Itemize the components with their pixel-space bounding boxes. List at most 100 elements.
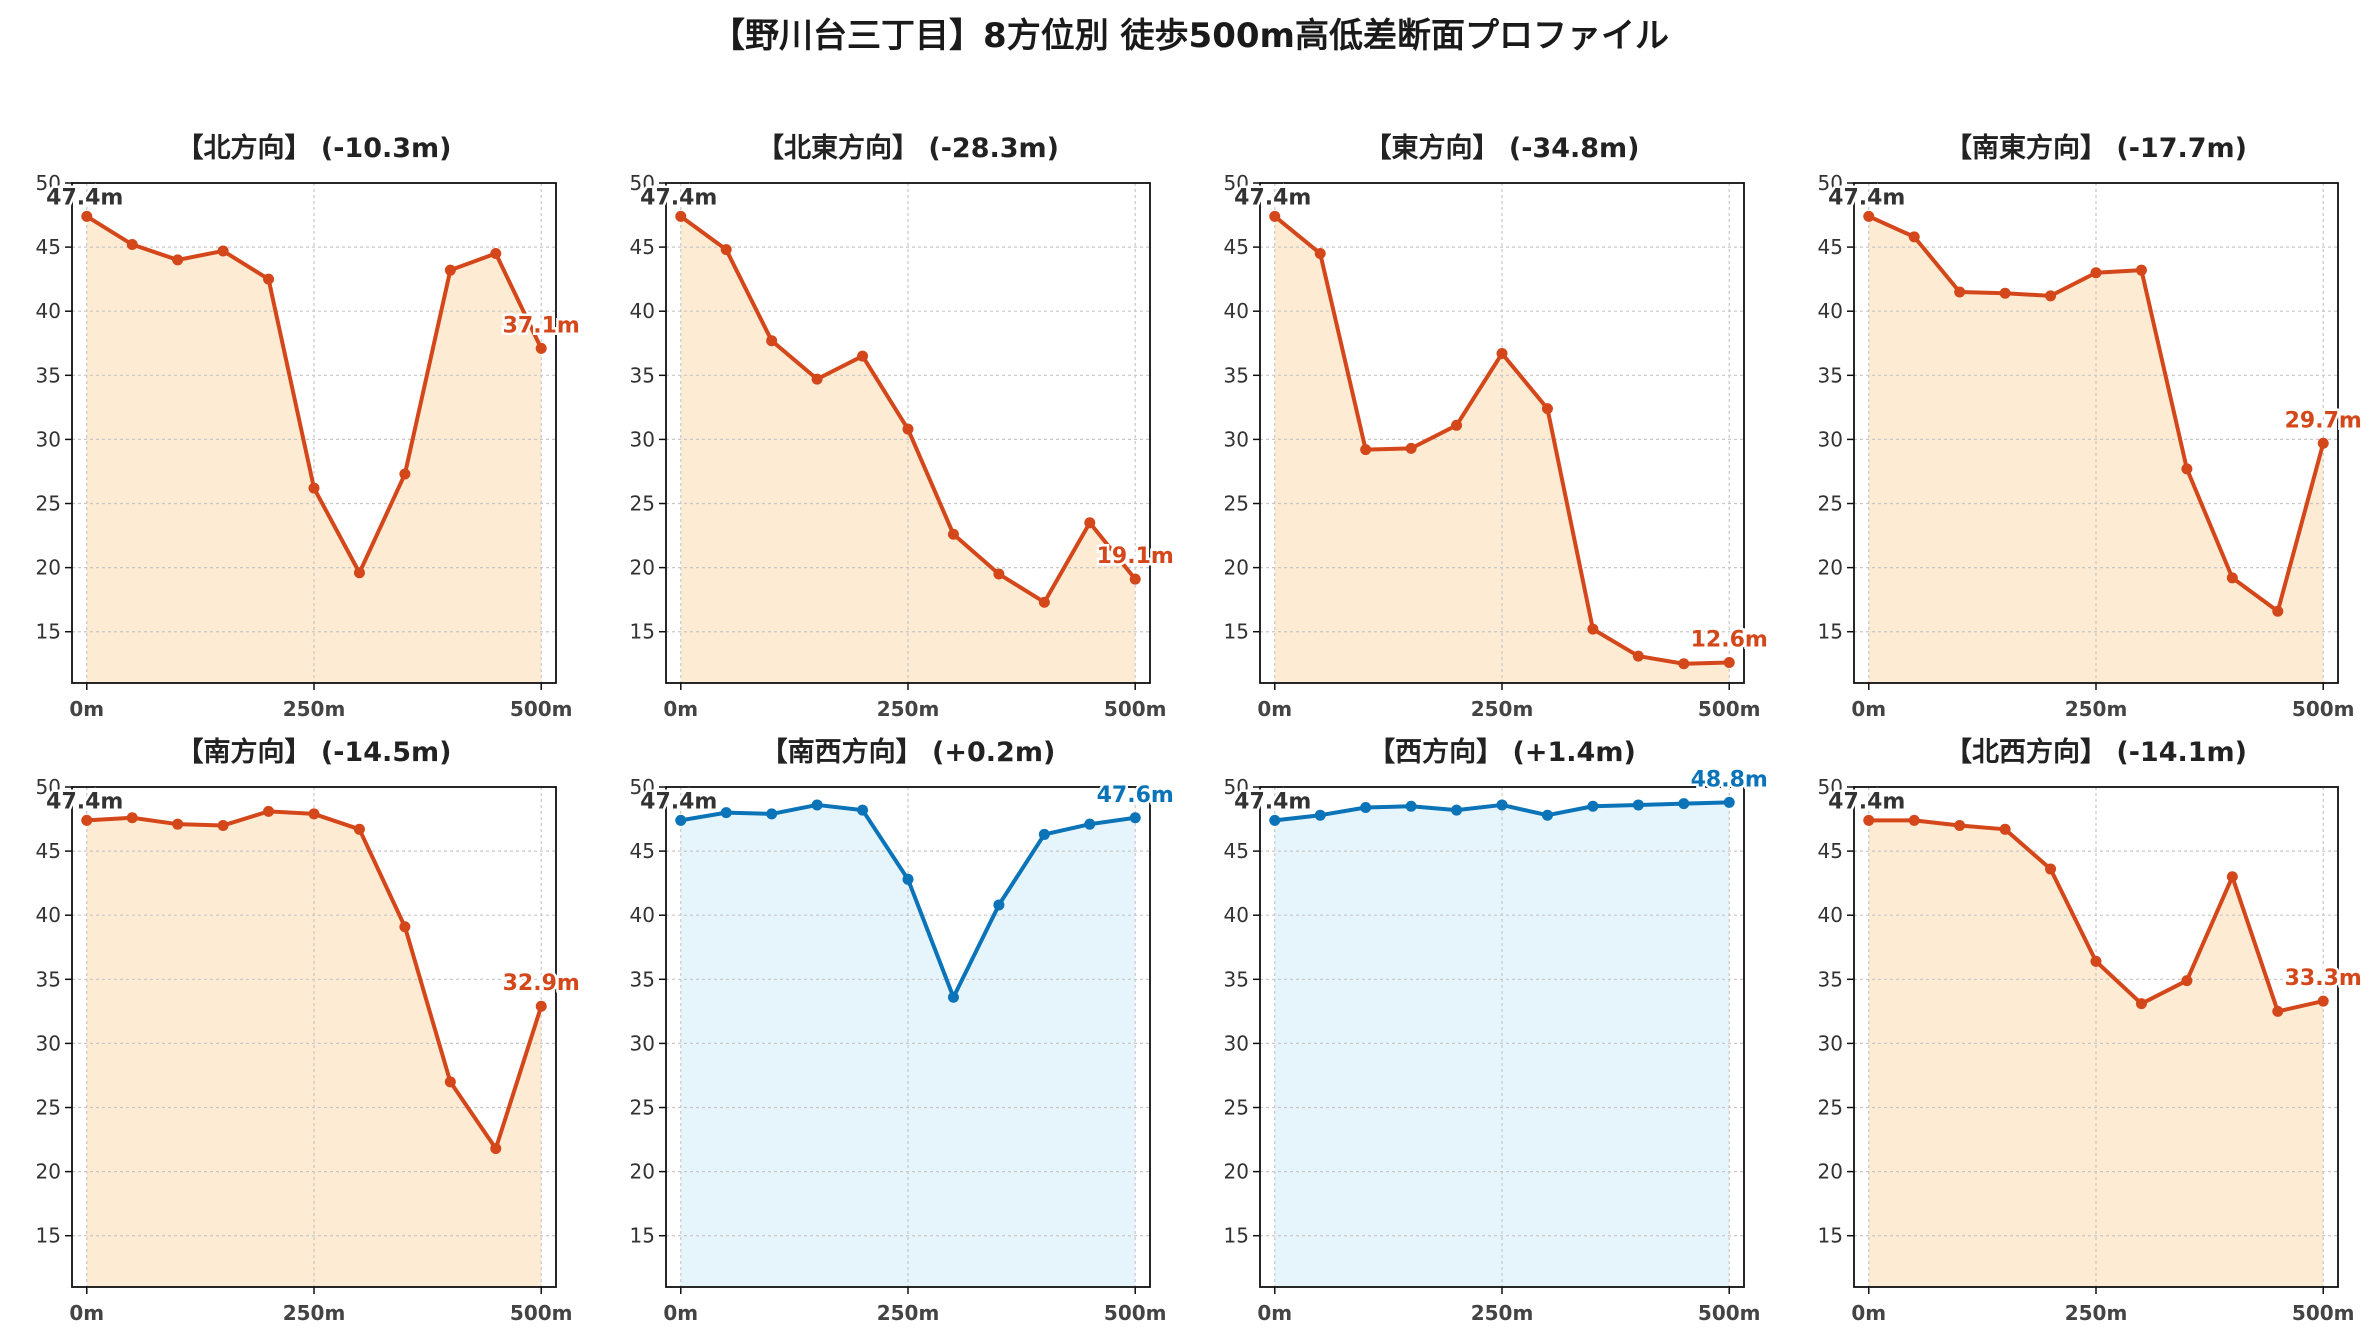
data-point: [2226, 871, 2238, 883]
y-tick-label: 40: [1818, 299, 1843, 323]
elevation-area-fill: [1274, 802, 1730, 1287]
data-point: [1405, 442, 1417, 454]
y-tick-label: 30: [1818, 427, 1843, 451]
y-tick-label: 30: [1818, 1031, 1843, 1055]
end-elevation-label: 12.6m: [1691, 627, 1768, 652]
data-point: [126, 812, 138, 824]
data-point: [902, 873, 914, 885]
data-point: [308, 808, 320, 820]
y-tick-label: 20: [1818, 556, 1843, 580]
data-point: [2272, 605, 2284, 617]
data-point: [1587, 623, 1599, 635]
subplot-title: 【北方向】 (-10.3m): [176, 132, 451, 164]
data-point: [2045, 863, 2057, 875]
y-tick-label: 20: [630, 556, 655, 580]
y-tick-label: 40: [36, 299, 61, 323]
data-point: [1541, 809, 1553, 821]
x-tick-label: 500m: [1104, 697, 1167, 721]
y-tick-label: 50: [630, 171, 655, 195]
data-point: [263, 805, 275, 817]
y-tick-label: 35: [1224, 363, 1249, 387]
x-tick-label: 0m: [1257, 1301, 1292, 1325]
data-point: [675, 814, 687, 826]
data-point: [2090, 955, 2102, 967]
data-point: [1678, 658, 1690, 670]
y-tick-label: 45: [1818, 839, 1843, 863]
data-point: [1678, 798, 1690, 810]
subplot-title: 【北東方向】 (-28.3m): [757, 132, 1059, 164]
start-elevation-label: 47.4m: [1828, 789, 1905, 814]
y-tick-label: 20: [630, 1160, 655, 1184]
data-point: [1360, 444, 1372, 456]
data-point: [2272, 1005, 2284, 1017]
data-point: [993, 899, 1005, 911]
x-tick-label: 0m: [1851, 697, 1886, 721]
x-tick-label: 500m: [510, 1301, 573, 1325]
data-point: [1129, 812, 1141, 824]
y-tick-label: 40: [630, 299, 655, 323]
data-point: [811, 373, 823, 385]
y-tick-label: 30: [630, 1031, 655, 1055]
y-tick-label: 50: [1818, 775, 1843, 799]
data-point: [1632, 799, 1644, 811]
data-point: [1954, 819, 1966, 831]
data-point: [308, 482, 320, 494]
data-point: [2090, 267, 2102, 279]
data-point: [857, 350, 869, 362]
x-tick-label: 250m: [283, 1301, 346, 1325]
data-point: [172, 254, 184, 266]
data-point: [490, 248, 502, 260]
data-point: [1038, 828, 1050, 840]
data-point: [857, 804, 869, 816]
x-tick-label: 250m: [283, 697, 346, 721]
y-tick-label: 15: [630, 620, 655, 644]
x-tick-label: 0m: [663, 697, 698, 721]
data-point: [1999, 823, 2011, 835]
data-point: [1038, 596, 1050, 608]
x-tick-label: 250m: [1471, 1301, 1534, 1325]
end-elevation-label: 33.3m: [2285, 966, 2362, 991]
data-point: [444, 264, 456, 276]
x-tick-label: 500m: [1698, 697, 1761, 721]
x-tick-label: 0m: [69, 1301, 104, 1325]
data-point: [217, 819, 229, 831]
data-point: [1084, 517, 1096, 529]
start-elevation-label: 47.4m: [640, 185, 717, 210]
y-tick-label: 50: [1818, 171, 1843, 195]
end-elevation-label: 32.9m: [503, 971, 580, 996]
x-tick-label: 0m: [1257, 697, 1292, 721]
data-point: [1723, 796, 1735, 808]
data-point: [1908, 814, 1920, 826]
data-point: [353, 567, 365, 579]
y-tick-label: 20: [36, 1160, 61, 1184]
data-point: [2181, 463, 2193, 475]
y-tick-label: 15: [36, 1224, 61, 1248]
data-point: [1587, 800, 1599, 812]
start-elevation-label: 47.4m: [46, 185, 123, 210]
data-point: [535, 1000, 547, 1012]
y-tick-label: 50: [36, 775, 61, 799]
data-point: [2317, 437, 2329, 449]
data-point: [766, 808, 778, 820]
data-point: [81, 814, 93, 826]
y-tick-label: 35: [36, 967, 61, 991]
data-point: [1129, 573, 1141, 585]
y-tick-label: 20: [36, 556, 61, 580]
data-point: [1314, 248, 1326, 260]
y-tick-label: 40: [630, 903, 655, 927]
x-tick-label: 500m: [2292, 1301, 2355, 1325]
data-point: [1314, 809, 1326, 821]
data-point: [1269, 814, 1281, 826]
y-tick-label: 35: [1818, 363, 1843, 387]
y-tick-label: 20: [1224, 556, 1249, 580]
data-point: [1999, 287, 2011, 299]
data-point: [2226, 572, 2238, 584]
data-point: [2135, 264, 2147, 276]
